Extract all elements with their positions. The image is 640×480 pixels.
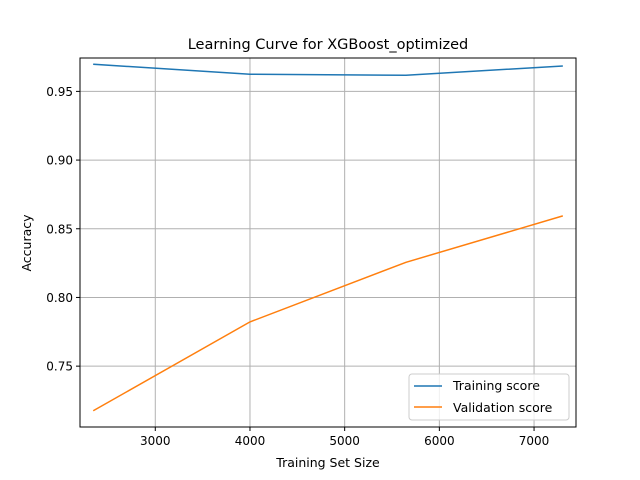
y-tick-label: 0.85 — [46, 222, 73, 236]
validation-score-line — [92, 215, 564, 412]
series-lines — [92, 63, 564, 412]
legend-training-label: Training score — [452, 378, 540, 393]
grid-lines — [80, 58, 576, 427]
training-score-line — [93, 63, 563, 77]
y-axis-ticks: 0.75 0.80 0.85 0.90 0.95 — [46, 85, 80, 374]
legend-validation-label: Validation score — [453, 400, 553, 415]
x-tick-label: 7000 — [519, 434, 550, 448]
y-tick-label: 0.90 — [46, 154, 73, 168]
x-axis-ticks: 3000 4000 5000 6000 7000 — [140, 427, 549, 448]
y-axis-label: Accuracy — [19, 214, 34, 272]
x-tick-label: 5000 — [329, 434, 360, 448]
y-tick-label: 0.75 — [46, 360, 73, 374]
y-tick-label: 0.95 — [46, 85, 73, 99]
x-tick-label: 3000 — [140, 434, 171, 448]
plot-frame — [79, 57, 577, 428]
x-tick-label: 6000 — [424, 434, 455, 448]
legend: Training score Validation score — [408, 373, 570, 421]
x-axis-label: Training Set Size — [275, 455, 380, 470]
chart-title: Learning Curve for XGBoost_optimized — [188, 37, 469, 53]
legend-box — [408, 373, 570, 421]
y-tick-label: 0.80 — [46, 291, 73, 305]
x-tick-label: 4000 — [235, 434, 266, 448]
